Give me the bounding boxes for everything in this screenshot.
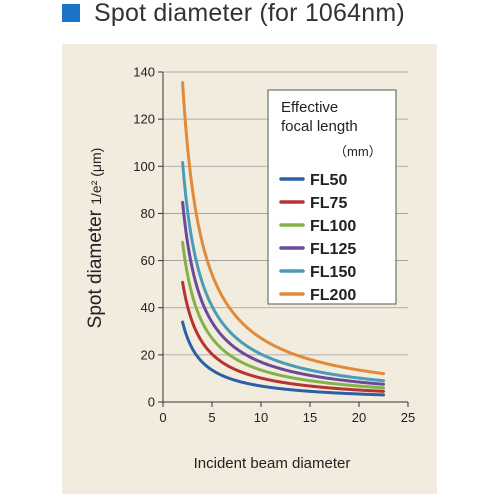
series-line-fl100: [181, 240, 385, 390]
y-tick-label: 40: [141, 300, 155, 315]
series-line-fl150: [181, 161, 385, 383]
y-axis-title-sub: 1/e² (μm): [88, 148, 104, 205]
legend-label-fl150: FL150: [310, 264, 356, 281]
x-tick-label: 20: [352, 410, 366, 425]
legend-items: FL50 FL75 FL100 FL125 FL150 FL200: [279, 172, 356, 304]
series-line-fl75: [181, 280, 385, 393]
tick-labels: 0 20 40 60 80 100 120 140 0 5 10 15 20 25: [133, 65, 415, 426]
legend-label-fl200: FL200: [310, 287, 356, 304]
series-lines: [181, 81, 385, 397]
axes: [158, 71, 409, 407]
series-line-fl200: [181, 81, 385, 376]
x-tick-label: 5: [208, 410, 215, 425]
series-line-fl125: [181, 200, 385, 386]
legend-label-fl125: FL125: [310, 241, 356, 258]
legend-label-fl100: FL100: [310, 218, 356, 235]
y-tick-label: 0: [148, 395, 155, 410]
x-axis-title: Incident beam diameter: [194, 455, 351, 472]
series-line-fl50: [181, 320, 385, 397]
y-tick-label: 100: [133, 159, 155, 174]
y-tick-label: 120: [133, 112, 155, 127]
chart-heading: Spot diameter (for 1064nm): [62, 0, 405, 27]
legend-box: [267, 89, 397, 305]
legend-title-line1: Effective: [281, 99, 338, 116]
y-tick-label: 60: [141, 253, 155, 268]
legend-unit: （mm）: [334, 144, 382, 159]
x-tick-label: 0: [159, 410, 166, 425]
legend-label-fl75: FL75: [310, 195, 347, 212]
legend-label-fl50: FL50: [310, 172, 347, 189]
y-tick-label: 20: [141, 347, 155, 362]
y-axis-title-main: Spot diameter: [85, 205, 106, 329]
y-tick-label: 80: [141, 206, 155, 221]
y-axis-title: Spot diameter 1/e² (μm): [85, 148, 106, 329]
legend-title-line2: focal length: [281, 118, 358, 135]
y-tick-label: 140: [133, 65, 155, 80]
x-tick-label: 10: [254, 410, 268, 425]
legend: Effective focal length （mm） FL50 FL75 FL10…: [267, 89, 397, 305]
x-tick-label: 25: [401, 410, 415, 425]
chart-title: Spot diameter (for 1064nm): [94, 0, 405, 27]
x-tick-label: 15: [303, 410, 317, 425]
heading-square-icon: [62, 4, 80, 22]
